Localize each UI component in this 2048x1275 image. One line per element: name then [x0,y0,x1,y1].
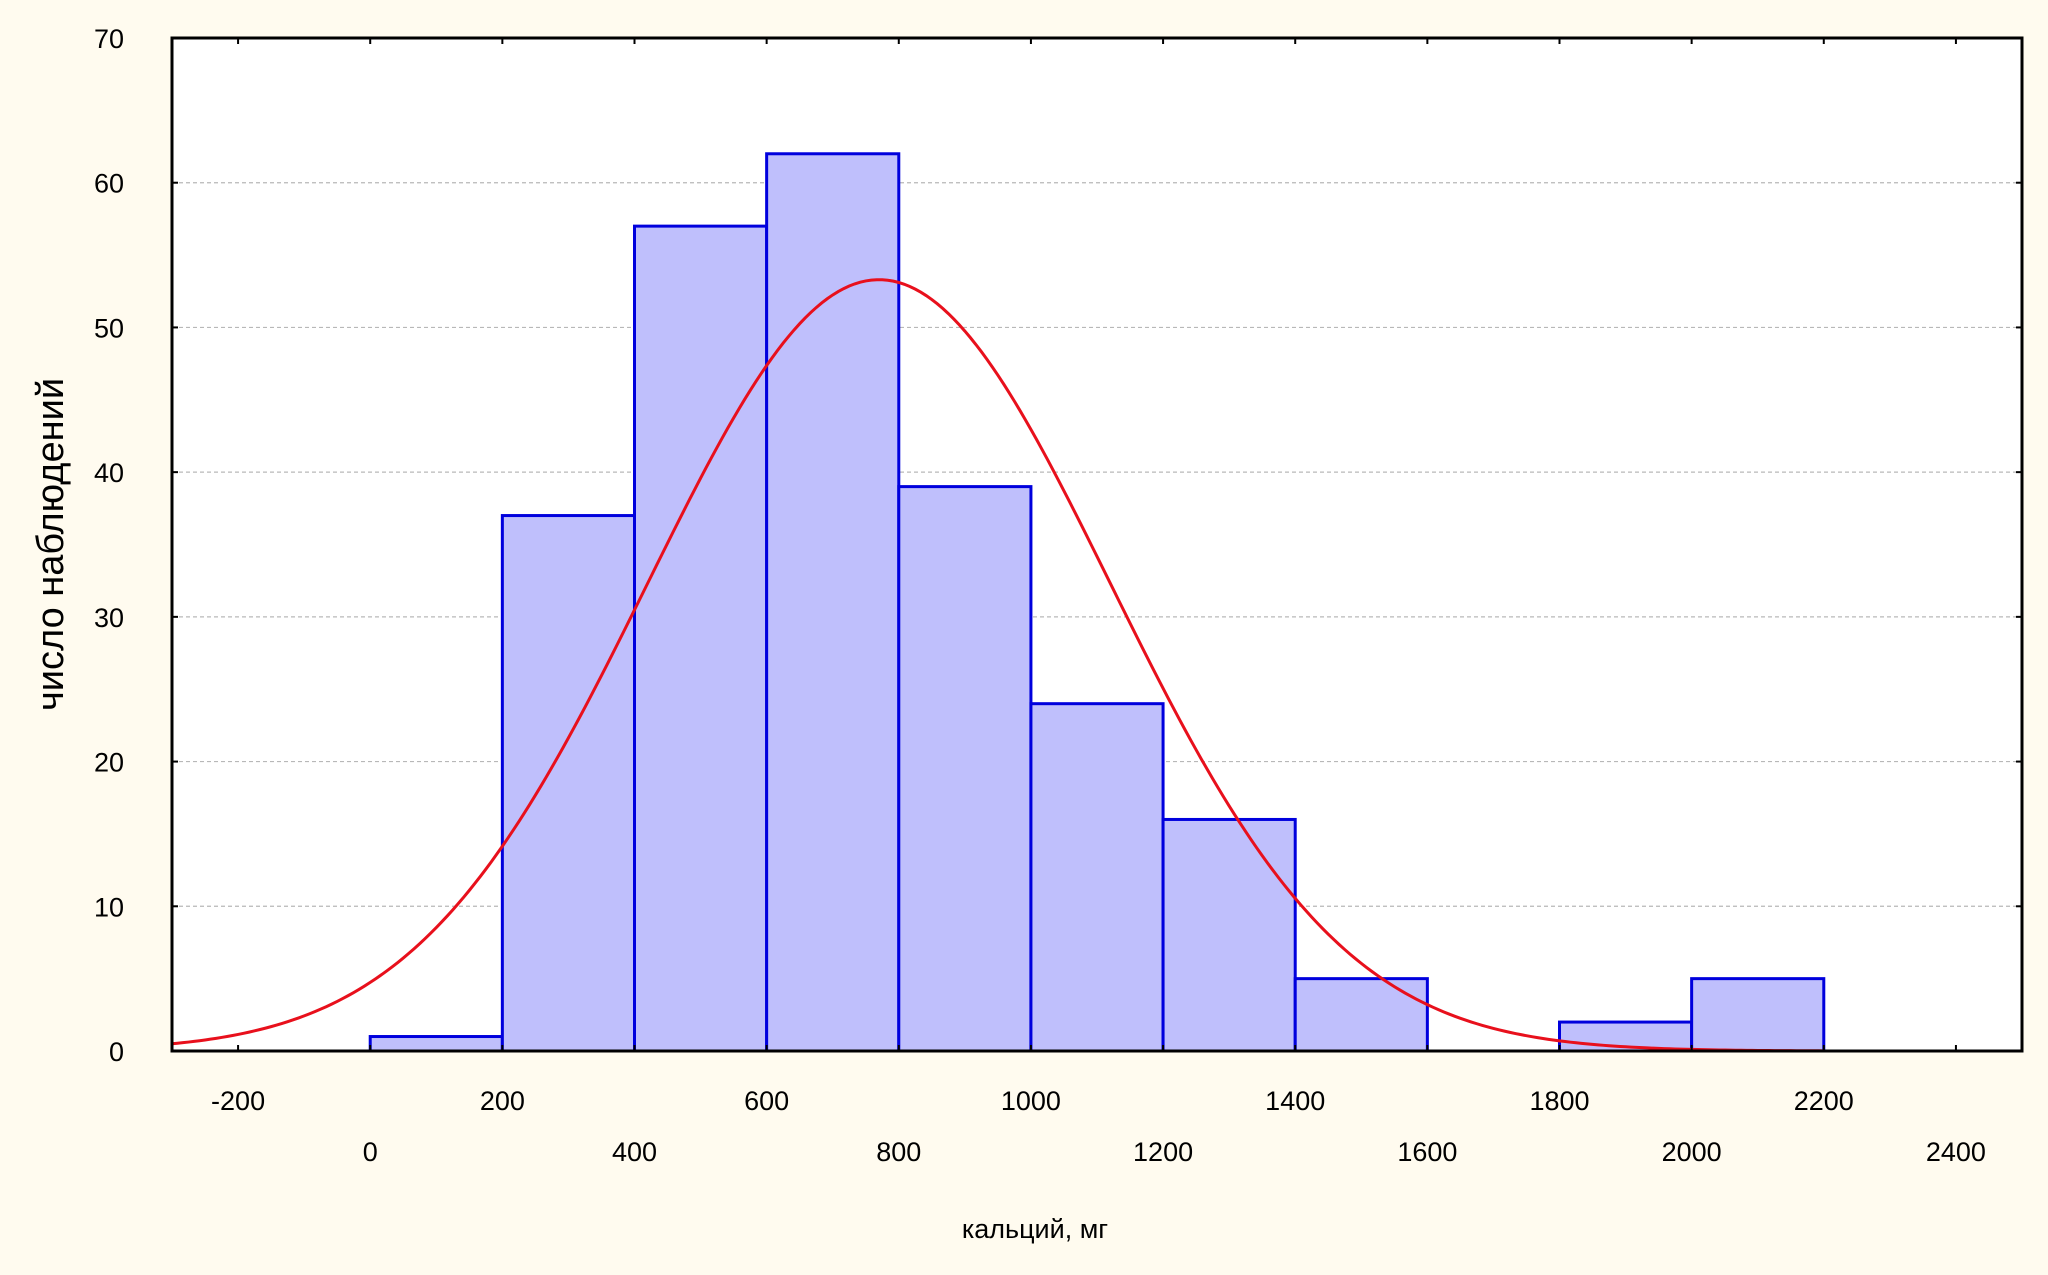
y-tick-label: 60 [94,169,124,199]
x-tick-label: 1000 [1001,1086,1061,1116]
y-tick-label: 40 [94,458,124,488]
x-tick-label: 1200 [1133,1137,1193,1167]
y-tick-label: 30 [94,603,124,633]
x-tick-label: 2200 [1794,1086,1854,1116]
x-tick-label: 2400 [1926,1137,1986,1167]
x-tick-label: 800 [876,1137,921,1167]
x-tick-label: -200 [211,1086,265,1116]
histogram-bar [500,514,636,1053]
y-axis-title: число наблюдений [30,378,72,711]
histogram-bar [1690,977,1826,1053]
tick-labels: 0 10 20 30 40 50 60 70 -200 200 600 1000 1400 1800 220… [94,24,1986,1167]
y-tick-label: 50 [94,313,124,343]
histogram-bar [1293,977,1429,1053]
histogram-bar [368,1035,504,1053]
plot-frame [170,36,2024,1053]
x-tick-label: 1800 [1529,1086,1589,1116]
x-tick-label: 600 [744,1086,789,1116]
histogram-bar [633,224,769,1053]
x-tick-label: 1600 [1397,1137,1457,1167]
y-tick-label: 10 [94,892,124,922]
x-tick-label: 400 [612,1137,657,1167]
x-tick-label: 2000 [1662,1137,1722,1167]
histogram-bar [1161,817,1297,1053]
histogram-bars [368,152,1826,1053]
x-axis-title: кальций, мг [962,1214,1108,1244]
normal-curve [171,278,1824,1053]
histogram-bar [897,485,1033,1053]
x-tick-label: 200 [480,1086,525,1116]
histogram-bar [765,152,901,1053]
axis-ticks [172,37,2022,1052]
x-tick-label: 0 [363,1137,378,1167]
y-tick-label: 70 [94,24,124,54]
y-tick-label: 0 [109,1037,124,1067]
histogram-bar [1029,702,1165,1053]
x-tick-label: 1400 [1265,1086,1325,1116]
y-tick-label: 20 [94,748,124,778]
